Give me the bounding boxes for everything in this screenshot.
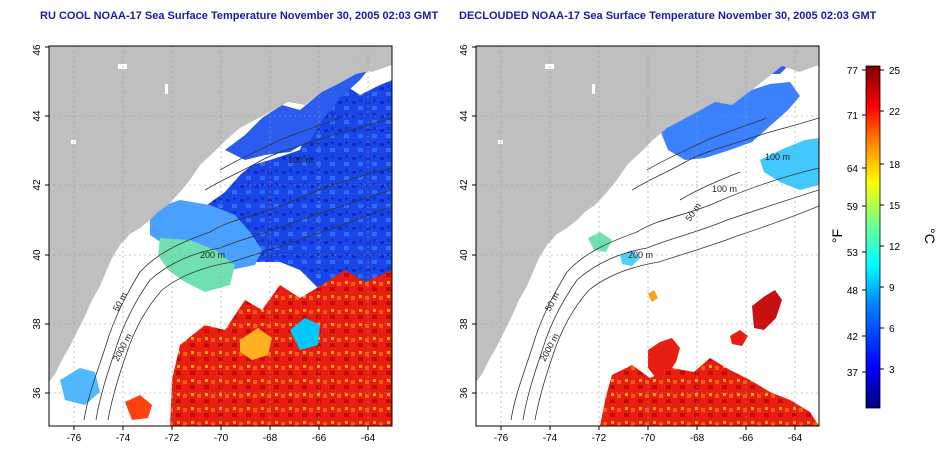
right-y-axis: 36 38 40 42 44 46 [459, 44, 476, 399]
sst-warm-gulf-stream [170, 270, 392, 426]
y-tick-label: 36 [459, 387, 470, 399]
sst-warm-spot-tiny [648, 290, 658, 302]
colorbar-f-tick: 64 [847, 164, 859, 175]
colorbar-celsius-label: °C [922, 228, 938, 244]
lake [71, 140, 76, 144]
y-tick-label: 46 [459, 44, 470, 56]
y-tick-label: 44 [32, 110, 43, 122]
colorbar-f-tick: 48 [847, 286, 859, 297]
sst-cold-patch-gulf-of-maine [660, 82, 800, 160]
colorbar-c-tick: 15 [889, 201, 901, 212]
right-graticule [476, 46, 819, 426]
colorbar-c-tick: 6 [889, 324, 895, 335]
colorbar: 77 71 64 59 53 48 42 37 25 22 18 15 12 9… [829, 65, 938, 409]
land-nova-scotia [800, 48, 814, 54]
y-tick-label: 40 [32, 249, 43, 261]
colorbar-f-tick: 37 [847, 368, 859, 379]
y-tick-label: 46 [32, 44, 43, 56]
x-tick-label: -76 [67, 433, 82, 444]
left-panel-title: RU COOL NOAA-17 Sea Surface Temperature … [40, 10, 439, 22]
x-tick-label: -66 [312, 433, 327, 444]
sst-cool-patch-shelf [620, 250, 640, 266]
isobath-label: 100 m [765, 152, 790, 162]
colorbar-c-tick: 25 [889, 66, 901, 77]
sst-warm-spot-small [730, 330, 748, 346]
colorbar-f-tick: 53 [847, 248, 859, 259]
land-northeast-us [49, 46, 392, 382]
y-tick-label: 42 [459, 179, 470, 191]
isobath-label: 100 m [712, 184, 737, 194]
sst-warm-patch-south [600, 358, 819, 426]
right-isobaths [510, 117, 819, 421]
lake [498, 140, 503, 144]
land-nova-scotia [310, 46, 392, 92]
colorbar-c-tick: 9 [889, 283, 895, 294]
left-isobaths [83, 117, 392, 421]
sst-cold-filament [290, 318, 320, 350]
colorbar-f-tick: 77 [847, 66, 859, 77]
right-x-axis: -76 -74 -72 -70 -68 -66 -64 [494, 426, 803, 444]
colorbar-gradient [865, 65, 881, 409]
colorbar-f-tick: 42 [847, 332, 859, 343]
colorbar-c-tick: 18 [889, 160, 901, 171]
isobath-label: 200 m [628, 250, 653, 260]
land-northeast-us [476, 46, 819, 382]
sst-cool-water-shelf-green [158, 238, 235, 292]
x-tick-label: -74 [543, 433, 558, 444]
lake [592, 84, 595, 94]
left-x-axis: -76 -74 -72 -70 -68 -66 -64 [67, 426, 376, 444]
left-y-axis: 36 38 40 42 44 46 [32, 44, 49, 399]
isobath-label: 100 m [288, 155, 313, 165]
x-tick-label: -72 [165, 433, 180, 444]
colorbar-fahrenheit-label: °F [829, 229, 845, 243]
lake [545, 64, 554, 69]
right-panel-title: DECLOUDED NOAA-17 Sea Surface Temperatur… [459, 10, 877, 22]
y-tick-label: 38 [32, 318, 43, 330]
y-tick-label: 36 [32, 387, 43, 399]
left-map: 50 m 200 m 2000 m 100 m [48, 45, 393, 427]
colorbar-c-ticks: 25 22 18 15 12 9 6 3 [880, 66, 901, 376]
sst-warm-eddy [240, 328, 272, 360]
sst-cool-patch-georges [760, 138, 819, 190]
x-tick-label: -72 [592, 433, 607, 444]
x-tick-label: -70 [214, 433, 229, 444]
right-map: 100 m 100 m 50 m 200 m 50 m 2000 m [475, 45, 820, 427]
y-tick-label: 38 [459, 318, 470, 330]
colorbar-f-tick: 59 [847, 202, 859, 213]
x-tick-label: -68 [690, 433, 705, 444]
lake [165, 84, 168, 94]
x-tick-label: -76 [494, 433, 509, 444]
sst-warm-spot [125, 395, 152, 420]
x-tick-label: -74 [116, 433, 131, 444]
colorbar-c-tick: 12 [889, 242, 901, 253]
x-tick-label: -68 [263, 433, 278, 444]
colorbar-c-tick: 22 [889, 107, 901, 118]
colorbar-c-tick: 3 [889, 365, 895, 376]
y-tick-label: 42 [32, 179, 43, 191]
x-tick-label: -64 [361, 433, 376, 444]
isobath-label: 200 m [200, 250, 225, 260]
colorbar-f-ticks: 77 71 64 59 53 48 42 37 [847, 66, 866, 379]
sst-cold-water-region [200, 80, 392, 330]
y-tick-label: 44 [459, 110, 470, 122]
sst-warm-patch-east [752, 290, 782, 330]
y-tick-label: 40 [459, 249, 470, 261]
x-tick-label: -70 [641, 433, 656, 444]
left-graticule [49, 46, 392, 426]
x-tick-label: -64 [788, 433, 803, 444]
colorbar-f-tick: 71 [847, 111, 859, 122]
lake [118, 64, 127, 69]
sst-cold-water-gulf-of-maine [225, 65, 368, 160]
x-tick-label: -66 [739, 433, 754, 444]
sst-cool-patch-shelf [588, 232, 612, 252]
